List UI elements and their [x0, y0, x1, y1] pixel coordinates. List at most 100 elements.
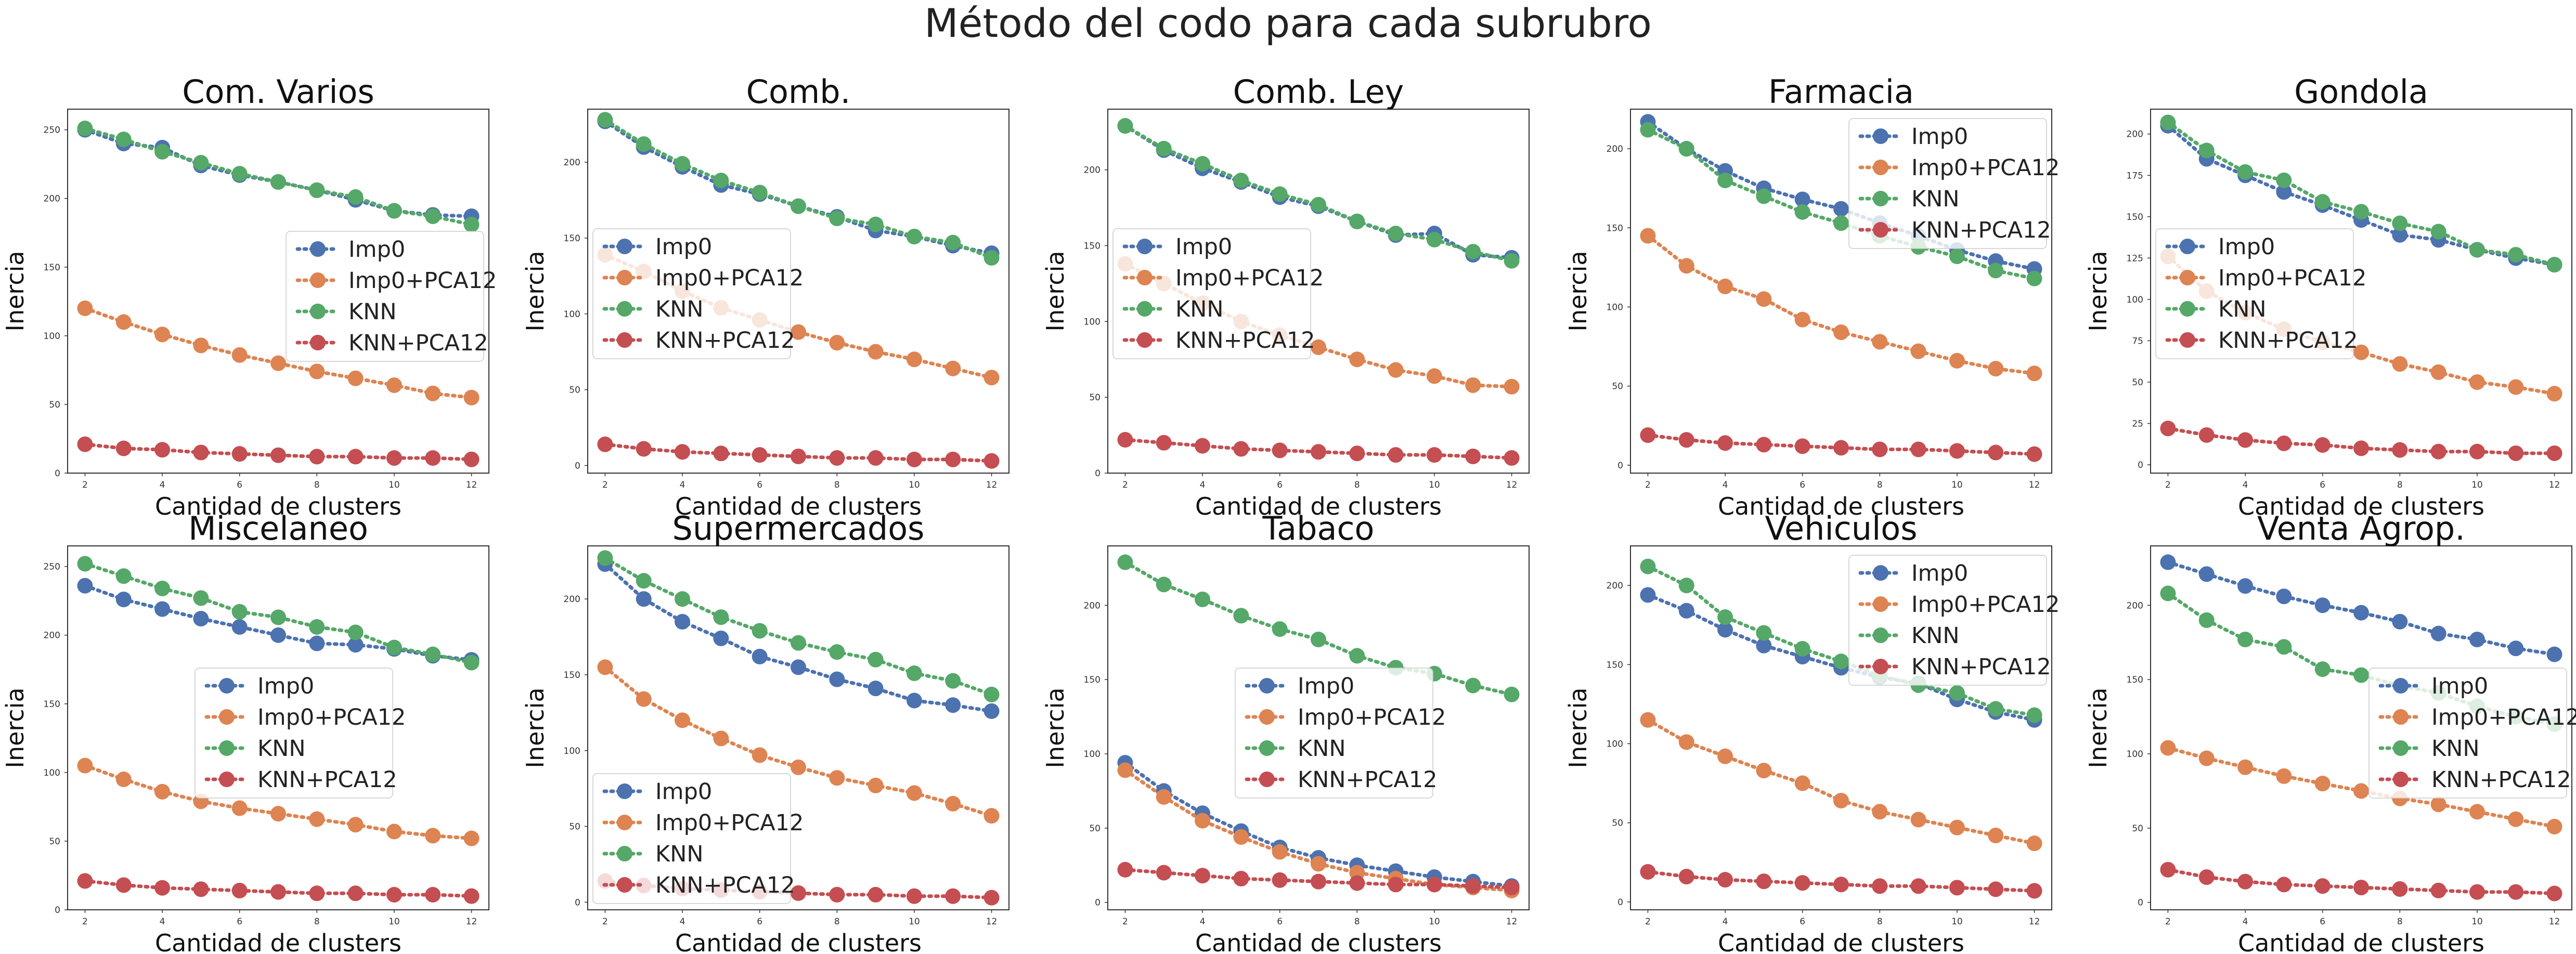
data-point: [2160, 585, 2176, 602]
y-tick-label: 50: [49, 400, 60, 410]
data-point: [2546, 885, 2562, 901]
data-point: [2469, 804, 2485, 820]
y-tick-label: 50: [1612, 818, 1623, 829]
data-point: [1233, 871, 1249, 886]
data-point: [2430, 443, 2446, 460]
y-axis-label: Inercia: [1564, 251, 1592, 331]
data-point: [1117, 118, 1133, 134]
data-point: [1794, 875, 1810, 891]
y-tick-label: 0: [2138, 460, 2143, 471]
data-point: [1949, 249, 1965, 265]
legend-marker: [2393, 709, 2409, 725]
data-point: [752, 747, 768, 763]
data-point: [868, 777, 884, 793]
data-point: [270, 884, 286, 900]
data-point: [1195, 813, 1211, 829]
legend-marker: [310, 241, 326, 257]
x-tick-label: 10: [1951, 917, 1963, 927]
x-tick-label: 10: [909, 480, 920, 490]
legend-label: Imp0+PCA12: [655, 265, 804, 291]
data-point: [386, 203, 402, 219]
data-point: [1988, 827, 2004, 843]
data-point: [636, 591, 652, 607]
y-tick-label: 0: [1617, 461, 1623, 471]
data-point: [1949, 443, 1965, 459]
legend-marker: [617, 783, 632, 799]
data-point: [1349, 351, 1365, 368]
data-point: [868, 651, 884, 668]
data-point: [2508, 641, 2524, 657]
x-tick-label: 6: [757, 480, 762, 490]
data-point: [2026, 446, 2042, 462]
legend-marker: [1259, 740, 1275, 756]
data-point: [1794, 775, 1810, 791]
x-tick-label: 2: [2165, 917, 2171, 927]
x-tick-label: 12: [986, 917, 998, 927]
x-tick-label: 10: [389, 480, 400, 490]
series-line: [83, 442, 474, 462]
data-point: [1640, 587, 1656, 603]
data-point: [945, 795, 961, 812]
legend-marker: [1259, 772, 1275, 787]
data-point: [231, 446, 248, 462]
y-axis-label: Inercia: [1, 251, 29, 331]
data-point: [636, 441, 652, 457]
legend-marker: [1873, 222, 1888, 238]
data-point: [1311, 856, 1326, 872]
legend-marker: [310, 335, 326, 350]
y-tick-label: 100: [44, 331, 60, 342]
data-point: [2276, 768, 2292, 784]
legend-marker: [1259, 678, 1275, 694]
legend-label: Imp0: [655, 234, 712, 260]
legend-marker: [219, 678, 235, 694]
data-point: [675, 444, 691, 460]
legend: Imp0 Imp0+PCA12 KNN KNN+PCA12: [1112, 228, 1324, 359]
data-point: [597, 550, 613, 566]
data-point: [1504, 686, 1520, 702]
data-point: [463, 655, 480, 671]
legend-label: Imp0: [2218, 234, 2275, 260]
data-point: [1233, 608, 1249, 624]
x-axis-label: Cantidad de clusters: [1195, 492, 1442, 520]
legend-label: Imp0+PCA12: [348, 268, 497, 294]
data-point: [1640, 228, 1656, 244]
legend-marker: [1873, 565, 1888, 581]
y-axis-label: Inercia: [1041, 251, 1069, 331]
data-point: [752, 185, 768, 201]
x-tick-label: 4: [160, 917, 165, 927]
legend-marker: [617, 815, 632, 830]
x-tick-label: 2: [602, 917, 608, 927]
legend: Imp0 Imp0+PCA12 KNN KNN+PCA12: [1235, 668, 1446, 799]
x-tick-label: 12: [1506, 480, 1518, 490]
data-point: [77, 757, 93, 774]
data-point: [1872, 334, 1888, 350]
data-point: [1717, 172, 1733, 188]
data-point: [906, 888, 922, 904]
data-point: [868, 344, 884, 360]
data-point: [1678, 869, 1694, 885]
data-point: [2276, 184, 2292, 200]
legend-label: KNN: [655, 841, 704, 867]
data-point: [2237, 632, 2254, 647]
legend: Imp0 Imp0+PCA12 KNN KNN+PCA12: [592, 773, 804, 904]
x-tick-label: 2: [1645, 480, 1651, 490]
data-point: [347, 449, 364, 465]
x-axis-label: Cantidad de clusters: [155, 929, 402, 954]
data-point: [675, 712, 691, 728]
data-point: [1156, 577, 1172, 593]
data-point: [77, 300, 93, 317]
data-point: [713, 446, 729, 462]
x-tick-label: 6: [1277, 917, 1283, 927]
legend-label: Imp0: [2431, 673, 2488, 699]
legend-marker: [617, 301, 632, 317]
data-point: [1504, 378, 1520, 395]
data-point: [713, 609, 729, 625]
data-point: [1640, 427, 1656, 443]
legend-marker: [2180, 332, 2195, 348]
data-point: [2392, 881, 2408, 897]
data-point: [1717, 748, 1733, 764]
x-tick-label: 6: [237, 917, 242, 927]
data-point: [309, 619, 325, 635]
y-axis-label: Inercia: [1564, 687, 1592, 768]
data-point: [1949, 352, 1965, 369]
